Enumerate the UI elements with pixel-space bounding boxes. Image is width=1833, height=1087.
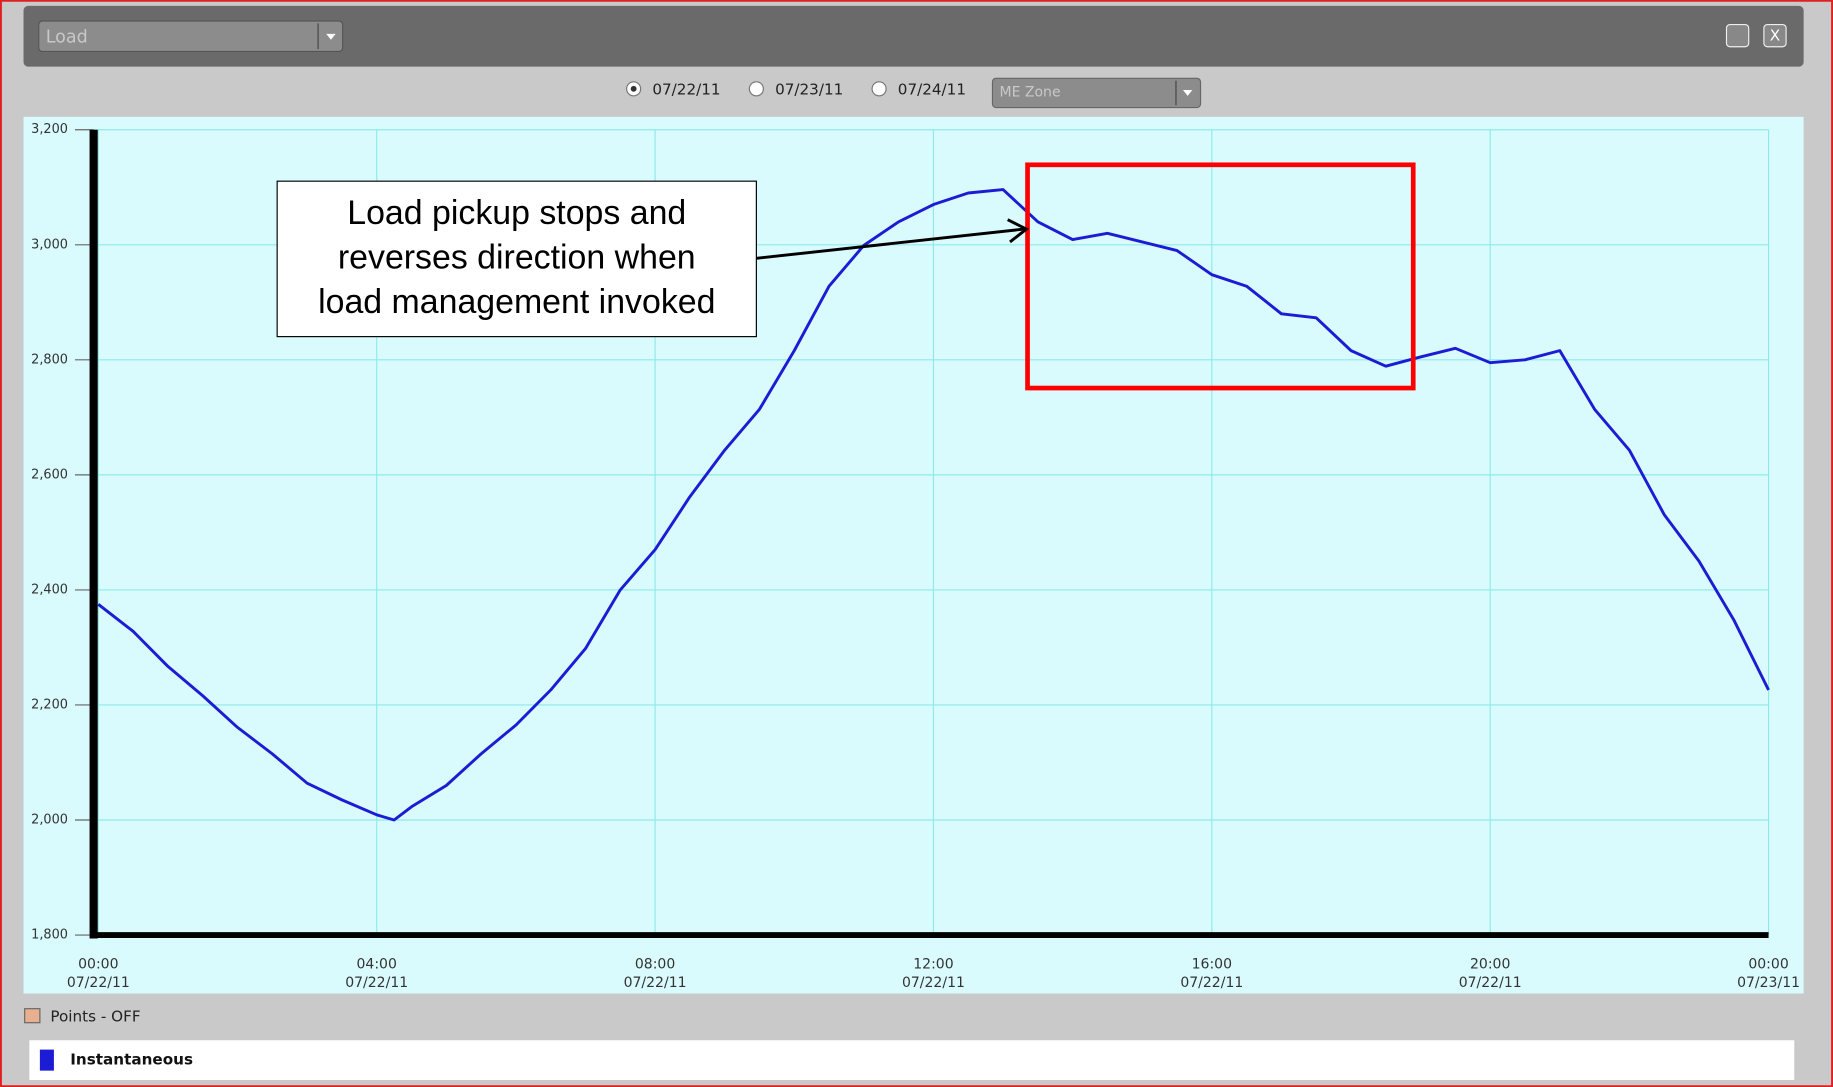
legend-box (29, 1040, 1795, 1080)
y-tick-label: 1,800 (31, 928, 68, 943)
legend-label: Instantaneous (70, 1051, 193, 1069)
annotation-text: load management invoked (318, 283, 715, 321)
dropdown-arrow (326, 33, 336, 40)
dropdown-arrow (1182, 89, 1193, 96)
date-option: 07/23/11 (775, 80, 843, 98)
header-bar (23, 5, 1804, 67)
x-tick-label: 12:00 (913, 956, 953, 972)
y-tick-label: 3,000 (31, 237, 68, 252)
x-tick-date: 07/22/11 (1180, 975, 1243, 991)
y-tick-label: 2,200 (31, 697, 68, 712)
annotation-text: reverses direction when (338, 238, 696, 276)
legend-swatch (39, 1049, 54, 1071)
arrow-head (1007, 218, 1030, 244)
highlight-box (1025, 162, 1416, 391)
x-tick-date: 07/22/11 (624, 975, 687, 991)
y-tick-label: 2,600 (31, 467, 68, 482)
legend: Instantaneous (39, 1049, 193, 1071)
date-option: 07/22/11 (652, 80, 720, 98)
x-tick-label: 08:00 (635, 956, 675, 972)
annotation-box (276, 180, 757, 338)
x-tick-date: 07/22/11 (67, 975, 130, 991)
y-tick-label: 2,400 (31, 582, 68, 597)
x-tick-label: 00:00 (78, 956, 118, 972)
annotation-text: Load pickup stops and (347, 194, 686, 232)
y-tick-label: 3,200 (31, 122, 68, 137)
radio[interactable] (871, 81, 887, 97)
view-select[interactable] (38, 20, 344, 53)
annotation-arrow (756, 227, 1025, 260)
x-tick-label: 20:00 (1470, 956, 1510, 972)
y-tick-label: 2,800 (31, 352, 68, 367)
y-tick-label: 2,000 (31, 813, 68, 828)
x-tick-label: 04:00 (356, 956, 396, 972)
maximize-button[interactable] (1725, 23, 1750, 48)
date-option: 07/24/11 (898, 80, 966, 98)
x-tick-date: 07/22/11 (345, 975, 408, 991)
radio[interactable] (748, 81, 764, 97)
x-tick-date: 07/23/11 (1737, 975, 1800, 991)
series-line (97, 188, 1770, 822)
x-tick-date: 07/22/11 (1459, 975, 1522, 991)
x-tick-date: 07/22/11 (902, 975, 965, 991)
x-tick-label: 00:00 (1748, 956, 1788, 972)
radio-dot (630, 85, 637, 92)
zone-select-text: ME Zone (999, 84, 1060, 100)
plot: 1,800 2,000 2,200 2,400 2,600 2,800 3,000 3,200… (31, 122, 1800, 991)
zone-select[interactable] (991, 77, 1202, 109)
close-button[interactable] (1763, 23, 1787, 48)
points-icon[interactable] (24, 1008, 41, 1024)
points-toggle: Points - OFF (50, 1007, 140, 1025)
view-select-text: Load (46, 27, 88, 47)
x-tick-label: 16:00 (1192, 956, 1232, 972)
close-text: X (1770, 27, 1780, 45)
